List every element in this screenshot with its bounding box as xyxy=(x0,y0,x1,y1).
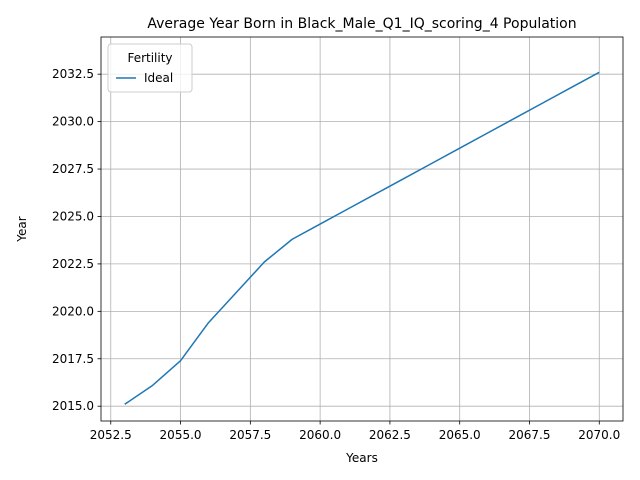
y-axis-label: Year xyxy=(15,216,29,242)
y-tick-label: 2030.0 xyxy=(52,115,94,129)
plot-frame xyxy=(100,36,624,422)
x-tick-label: 2062.5 xyxy=(369,428,411,442)
y-tick-label: 2020.0 xyxy=(52,304,94,318)
legend-label-ideal: Ideal xyxy=(144,71,173,85)
y-tick-label: 2015.0 xyxy=(52,399,94,413)
legend-box xyxy=(107,43,193,93)
y-axis: 2015.0 2017.5 2020.0 2022.5 2025.0 2027.5 2030… xyxy=(52,67,101,413)
x-tick-label: 2070.0 xyxy=(578,428,620,442)
x-tick-label: 2060.0 xyxy=(299,428,341,442)
y-tick-label: 2032.5 xyxy=(52,67,94,81)
x-axis-label: Years xyxy=(345,451,378,465)
x-tick-label: 2052.5 xyxy=(90,428,132,442)
grid xyxy=(101,37,623,421)
x-tick-label: 2055.0 xyxy=(160,428,202,442)
legend: Fertility Ideal xyxy=(107,43,193,93)
x-tick-label: 2067.5 xyxy=(508,428,550,442)
y-tick-label: 2022.5 xyxy=(52,257,94,271)
y-tick-label: 2017.5 xyxy=(52,352,94,366)
legend-title: Fertility xyxy=(127,51,172,65)
x-axis: 2052.5 2055.0 2057.5 2060.0 2062.5 2065.0 2067… xyxy=(90,421,620,442)
y-tick-label: 2027.5 xyxy=(52,162,94,176)
series-layer xyxy=(124,71,600,405)
chart-title: Average Year Born in Black_Male_Q1_IQ_sc… xyxy=(147,16,576,32)
series-line-ideal xyxy=(124,71,600,405)
x-tick-label: 2065.0 xyxy=(439,428,481,442)
y-tick-label: 2025.0 xyxy=(52,209,94,223)
x-tick-label: 2057.5 xyxy=(229,428,271,442)
